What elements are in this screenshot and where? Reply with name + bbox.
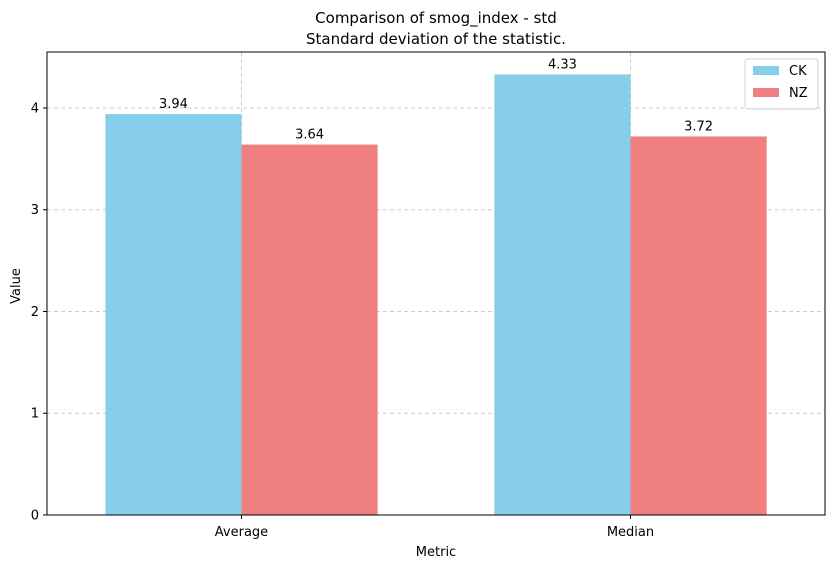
legend-label-CK: CK: [789, 64, 807, 79]
x-axis-label: Metric: [416, 545, 456, 560]
y-tick-label-0: 0: [31, 509, 39, 524]
legend: CK NZ: [744, 58, 819, 110]
bar-CK-Average: [105, 114, 242, 516]
data-labels: 3.94 3.64 4.33 3.72: [159, 57, 713, 142]
data-label-NZ-Average: 3.64: [295, 128, 324, 143]
bar-CK-Median: [494, 74, 631, 515]
data-label-CK-Median: 4.33: [548, 57, 577, 72]
y-tick-label-1: 1: [31, 407, 39, 422]
x-tick-label-0: Average: [215, 525, 268, 540]
legend-swatch-NZ: [753, 88, 779, 97]
y-axis-ticks: 0 1 2 3 4: [31, 101, 47, 524]
y-axis-label: Value: [9, 268, 24, 304]
bars: [105, 74, 767, 516]
x-tick-label-1: Median: [607, 525, 654, 540]
bar-NZ-Average: [241, 144, 378, 515]
x-axis-ticks: Average Median: [215, 515, 654, 540]
plot-frame: [46, 51, 826, 516]
chart-subtitle: Standard deviation of the statistic.: [306, 30, 566, 48]
legend-swatch-CK: [753, 66, 779, 75]
y-tick-label-3: 3: [31, 203, 39, 218]
chart-title: Comparison of smog_index - std: [315, 9, 557, 28]
legend-label-NZ: NZ: [789, 86, 808, 101]
y-tick-label-4: 4: [31, 101, 39, 116]
data-label-NZ-Median: 3.72: [684, 119, 713, 134]
bar-NZ-Median: [630, 136, 767, 515]
data-label-CK-Average: 3.94: [159, 97, 188, 112]
y-tick-label-2: 2: [31, 305, 39, 320]
